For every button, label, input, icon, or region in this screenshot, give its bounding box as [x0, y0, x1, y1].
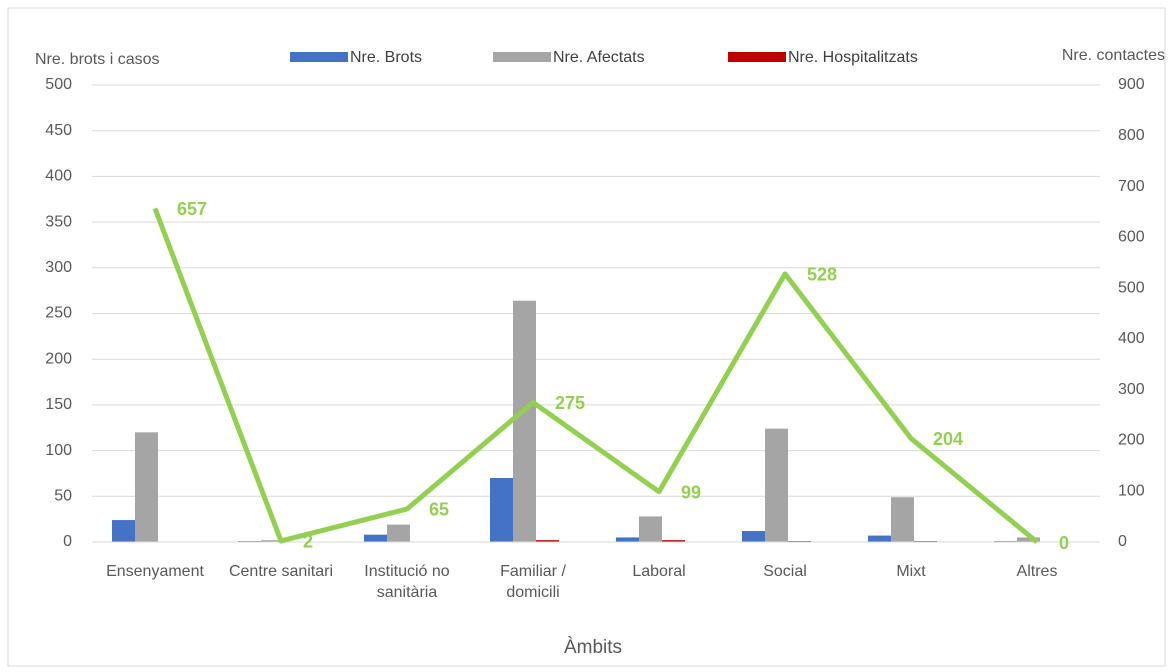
y-tick-label: 400 [45, 168, 72, 185]
bar [364, 534, 387, 542]
y2-axis-title: Nre. contactes [1062, 47, 1165, 64]
x-tick-label: Laboral [632, 563, 686, 580]
bar [616, 537, 639, 542]
bar [1017, 537, 1040, 542]
legend-swatch [493, 52, 551, 62]
y-tick-label: 50 [54, 488, 72, 505]
bar [536, 540, 559, 542]
y-tick-label: 300 [45, 259, 72, 276]
y2-tick-label: 0 [1118, 533, 1127, 550]
legend-label: Nre. Brots [350, 49, 422, 66]
y2-tick-label: 400 [1118, 330, 1145, 347]
data-label: 99 [681, 482, 701, 502]
y-tick-label: 500 [45, 76, 72, 93]
y2-tick-label: 200 [1118, 432, 1145, 449]
x-tick-label: Ensenyament [106, 563, 204, 580]
x-tick-label: Institució no sanitària [364, 563, 450, 601]
data-label: 275 [555, 393, 585, 413]
data-label: 528 [807, 265, 837, 285]
y2-tick-label: 600 [1118, 229, 1145, 246]
bar [765, 428, 788, 542]
legend-swatch [290, 52, 348, 62]
bar [112, 520, 135, 542]
bar [639, 516, 662, 542]
y2-tick-label: 100 [1118, 482, 1145, 499]
legend-label: Nre. Hospitalitzats [788, 49, 918, 66]
y2-tick-label: 300 [1118, 381, 1145, 398]
bar [387, 524, 410, 542]
y-tick-label: 350 [45, 213, 72, 230]
y-axis-title: Nre. brots i casos [35, 51, 159, 68]
y2-tick-label: 800 [1118, 127, 1145, 144]
y-tick-label: 0 [63, 533, 72, 550]
y2-tick-label: 900 [1118, 76, 1145, 93]
legend-swatch [728, 52, 786, 62]
bar [135, 432, 158, 542]
bar [513, 300, 536, 542]
x-tick-label: Mixt [896, 563, 926, 580]
y-tick-label: 200 [45, 350, 72, 367]
line [152, 207, 1039, 544]
y-tick-label: 100 [45, 442, 72, 459]
x-tick-label: Centre sanitari [228, 563, 334, 580]
data-label: 657 [177, 199, 207, 219]
bar [490, 478, 513, 542]
x-tick-label: Altres [1016, 563, 1058, 580]
bar [261, 540, 284, 542]
bar [868, 535, 891, 542]
y-tick-label: 150 [45, 396, 72, 413]
x-axis-title: Àmbits [564, 637, 622, 658]
legend-label: Nre. Afectats [553, 49, 645, 66]
bar [662, 540, 685, 542]
data-label: 204 [933, 429, 963, 449]
chart-border [7, 7, 1166, 667]
data-label: 65 [429, 500, 449, 520]
data-label: 2 [303, 532, 313, 552]
x-tick-label: Familiar / domicili [500, 563, 566, 601]
y-tick-label: 250 [45, 305, 72, 322]
bar [891, 497, 914, 542]
y2-tick-label: 700 [1118, 178, 1145, 195]
y2-tick-label: 500 [1118, 279, 1145, 296]
bar [742, 531, 765, 542]
data-label: 0 [1059, 533, 1069, 553]
x-tick-label: Social [763, 563, 807, 580]
y-tick-label: 450 [45, 122, 72, 139]
